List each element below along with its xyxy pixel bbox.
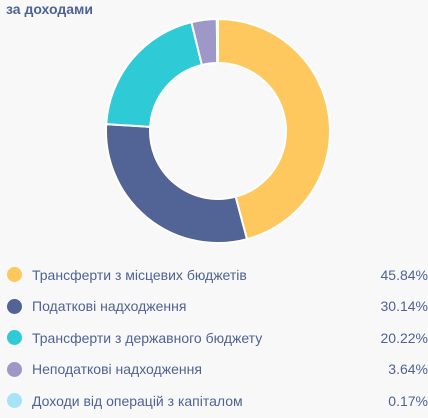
legend-label: Податкові надходження [32,298,187,315]
chart-title: за доходами [6,1,93,17]
legend: Трансферти з місцевих бюджетів 45.84% Пода… [0,259,428,417]
legend-label: Трансферти з місцевих бюджетів [32,266,247,283]
legend-label: Доходи від операцій з капіталом [32,392,243,409]
legend-value: 20.22% [380,329,428,346]
donut-slice-1[interactable] [217,17,331,241]
legend-item[interactable]: Неподаткові надходження 3.64% [0,354,428,386]
donut-slice-5[interactable] [215,17,219,65]
legend-item[interactable]: Трансферти з державного бюджету 20.22% [0,322,428,354]
legend-dot-icon [7,361,22,377]
legend-item[interactable]: Доходи від операцій з капіталом 0.17% [0,385,428,417]
legend-dot-icon [7,267,22,283]
legend-dot-icon [7,330,22,346]
donut-slice-2[interactable] [105,123,249,244]
legend-item[interactable]: Трансферти з місцевих бюджетів 45.84% [0,259,428,291]
legend-value: 45.84% [380,266,428,283]
legend-item[interactable]: Податкові надходження 30.14% [0,291,428,323]
legend-label: Трансферти з державного бюджету [32,329,263,346]
legend-dot-icon [7,298,22,314]
legend-dot-icon [7,393,22,409]
legend-value: 0.17% [388,392,428,409]
legend-label: Неподаткові надходження [32,361,202,378]
legend-value: 3.64% [388,361,428,378]
donut-slice-3[interactable] [105,20,204,128]
donut-chart [105,17,331,244]
legend-value: 30.14% [380,298,428,315]
